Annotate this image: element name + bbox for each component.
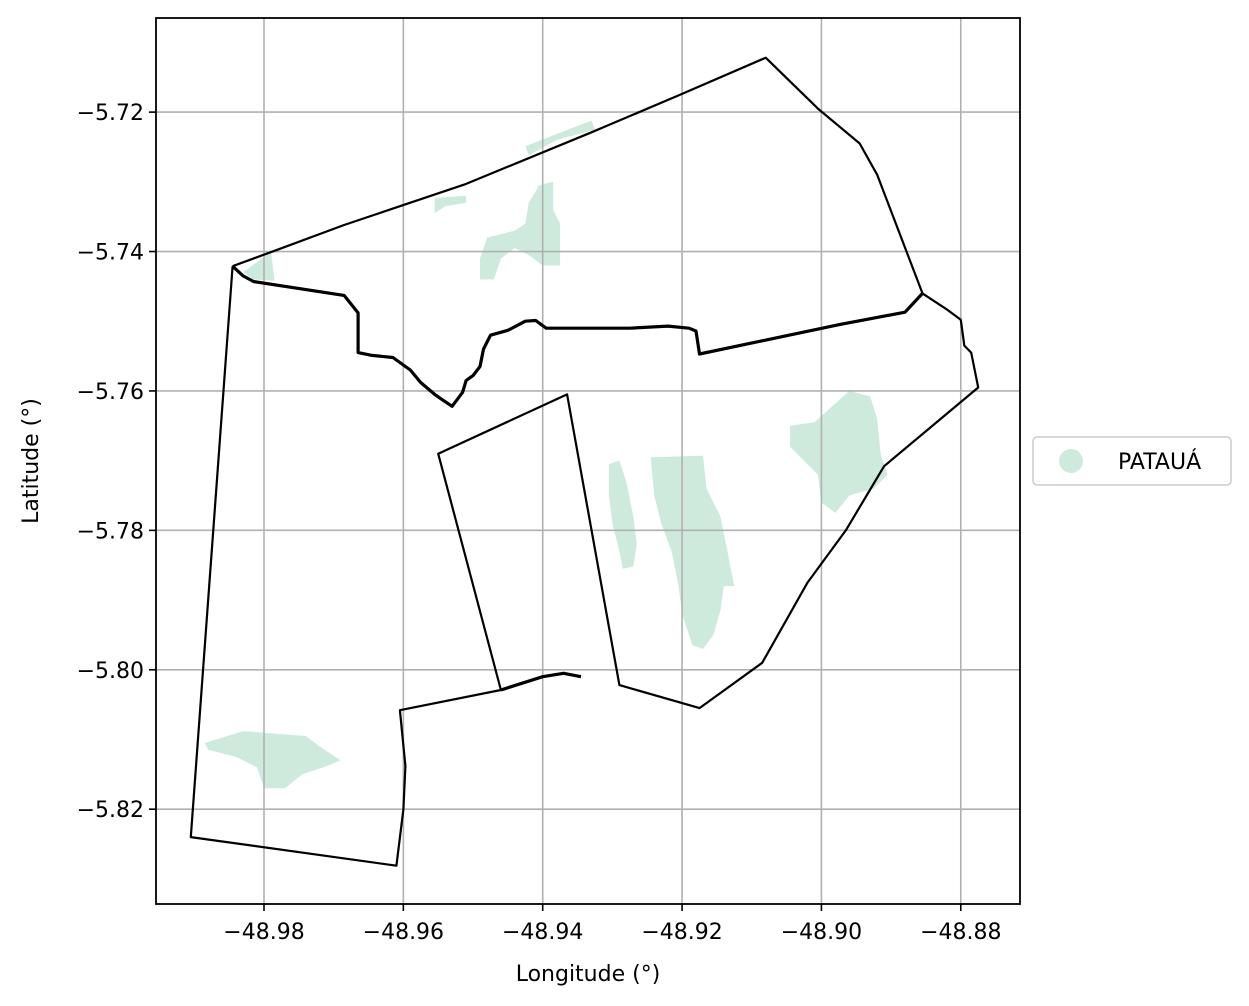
boundary-layer: [189, 56, 980, 867]
plot-area: [155, 17, 1021, 905]
y-tick-label-0: −5.72: [77, 101, 144, 126]
legend-label-patauá: PATAUÁ: [1118, 449, 1201, 475]
boundary-west-polygon: [189, 266, 502, 867]
patch-north-central: [480, 181, 561, 280]
x-tick-label-3: −48.92: [641, 920, 722, 945]
y-tick-label-2: −5.76: [77, 380, 144, 405]
patch-layer: [204, 120, 888, 789]
patch-north-small: [434, 195, 467, 214]
patch-northwest-corner: [243, 251, 275, 281]
boundary-north-inner-divide: [231, 265, 924, 408]
boundary-east-polygon: [437, 292, 980, 710]
boundary-north-outer: [232, 56, 924, 294]
plot-frame: [155, 17, 1021, 905]
x-tick-label-0: −48.98: [223, 920, 304, 945]
x-axis-ticks: −48.98 −48.96 −48.94 −48.92 −48.90 −48.88: [223, 904, 1001, 945]
patch-southwest: [204, 731, 341, 789]
boundary-south-connector: [500, 671, 582, 692]
y-axis-label: Latitude (°): [19, 398, 44, 524]
y-tick-label-5: −5.82: [77, 798, 144, 823]
legend: PATAUÁ: [1032, 436, 1232, 486]
y-axis-ticks: −5.72 −5.74 −5.76 −5.78 −5.80 −5.82: [77, 101, 156, 823]
x-tick-label-2: −48.94: [502, 920, 583, 945]
y-tick-label-1: −5.74: [77, 241, 144, 266]
patch-central-thin: [608, 460, 637, 569]
patch-central-long: [650, 455, 735, 649]
y-tick-label-4: −5.80: [77, 659, 144, 684]
legend-marker-patauá: [1059, 449, 1083, 473]
x-tick-label-1: −48.96: [363, 920, 444, 945]
x-axis-label: Longitude (°): [516, 962, 661, 987]
y-tick-label-3: −5.78: [77, 519, 144, 544]
patch-east-large: [790, 390, 888, 513]
x-tick-label-5: −48.88: [920, 920, 1001, 945]
legend-box: [1032, 436, 1232, 486]
x-tick-label-4: −48.90: [781, 920, 862, 945]
